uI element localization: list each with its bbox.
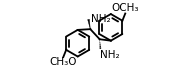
Text: NH₂: NH₂ (91, 14, 110, 24)
Text: OCH₃: OCH₃ (112, 3, 139, 13)
Text: CH₃O: CH₃O (49, 57, 77, 67)
Text: NH₂: NH₂ (100, 50, 120, 60)
Polygon shape (88, 19, 90, 29)
